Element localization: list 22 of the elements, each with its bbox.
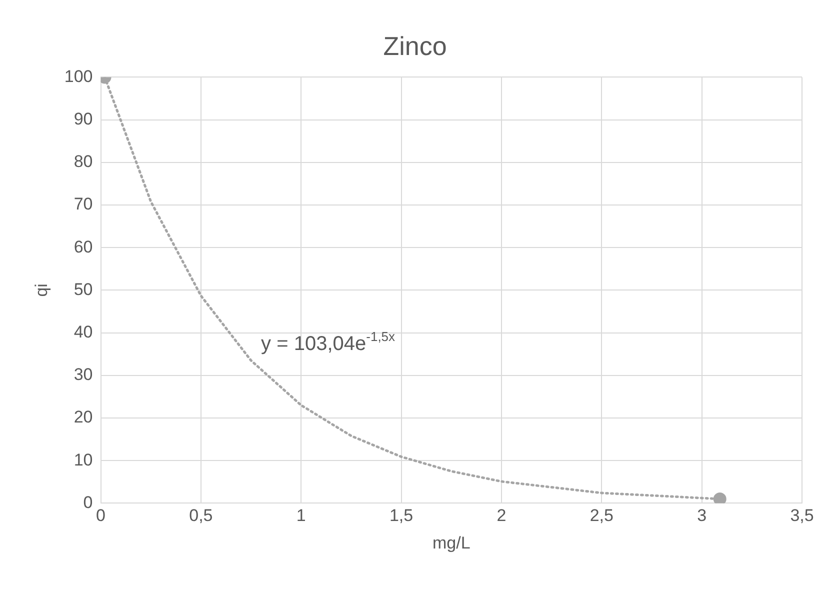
y-tick-label: 50 (74, 280, 93, 299)
y-tick-label: 0 (83, 492, 93, 512)
y-tick-label: 100 (64, 66, 93, 86)
y-tick-label: 10 (74, 450, 93, 470)
y-tick-label: 80 (74, 152, 93, 172)
x-tick-label: 2 (496, 506, 506, 526)
y-tick-label: 90 (74, 109, 93, 128)
y-axis-title: qi (32, 284, 51, 297)
x-tick-label: 1,5 (389, 506, 414, 526)
x-tick-label: 1 (296, 506, 306, 526)
x-tick-label: 2,5 (590, 506, 614, 526)
x-axis-title: mg/L (432, 533, 470, 552)
x-tick-label: 3 (697, 506, 707, 526)
x-tick-label: 0,5 (189, 506, 213, 526)
chart-title: Zinco (383, 30, 447, 61)
x-tick-label: 0 (96, 506, 106, 526)
y-tick-label: 40 (74, 322, 93, 342)
y-tick-label: 60 (74, 237, 93, 256)
x-tick-label: 3,5 (790, 506, 814, 526)
y-tick-label: 70 (74, 194, 93, 214)
y-tick-label: 20 (74, 408, 93, 427)
y-tick-label: 30 (74, 365, 93, 384)
